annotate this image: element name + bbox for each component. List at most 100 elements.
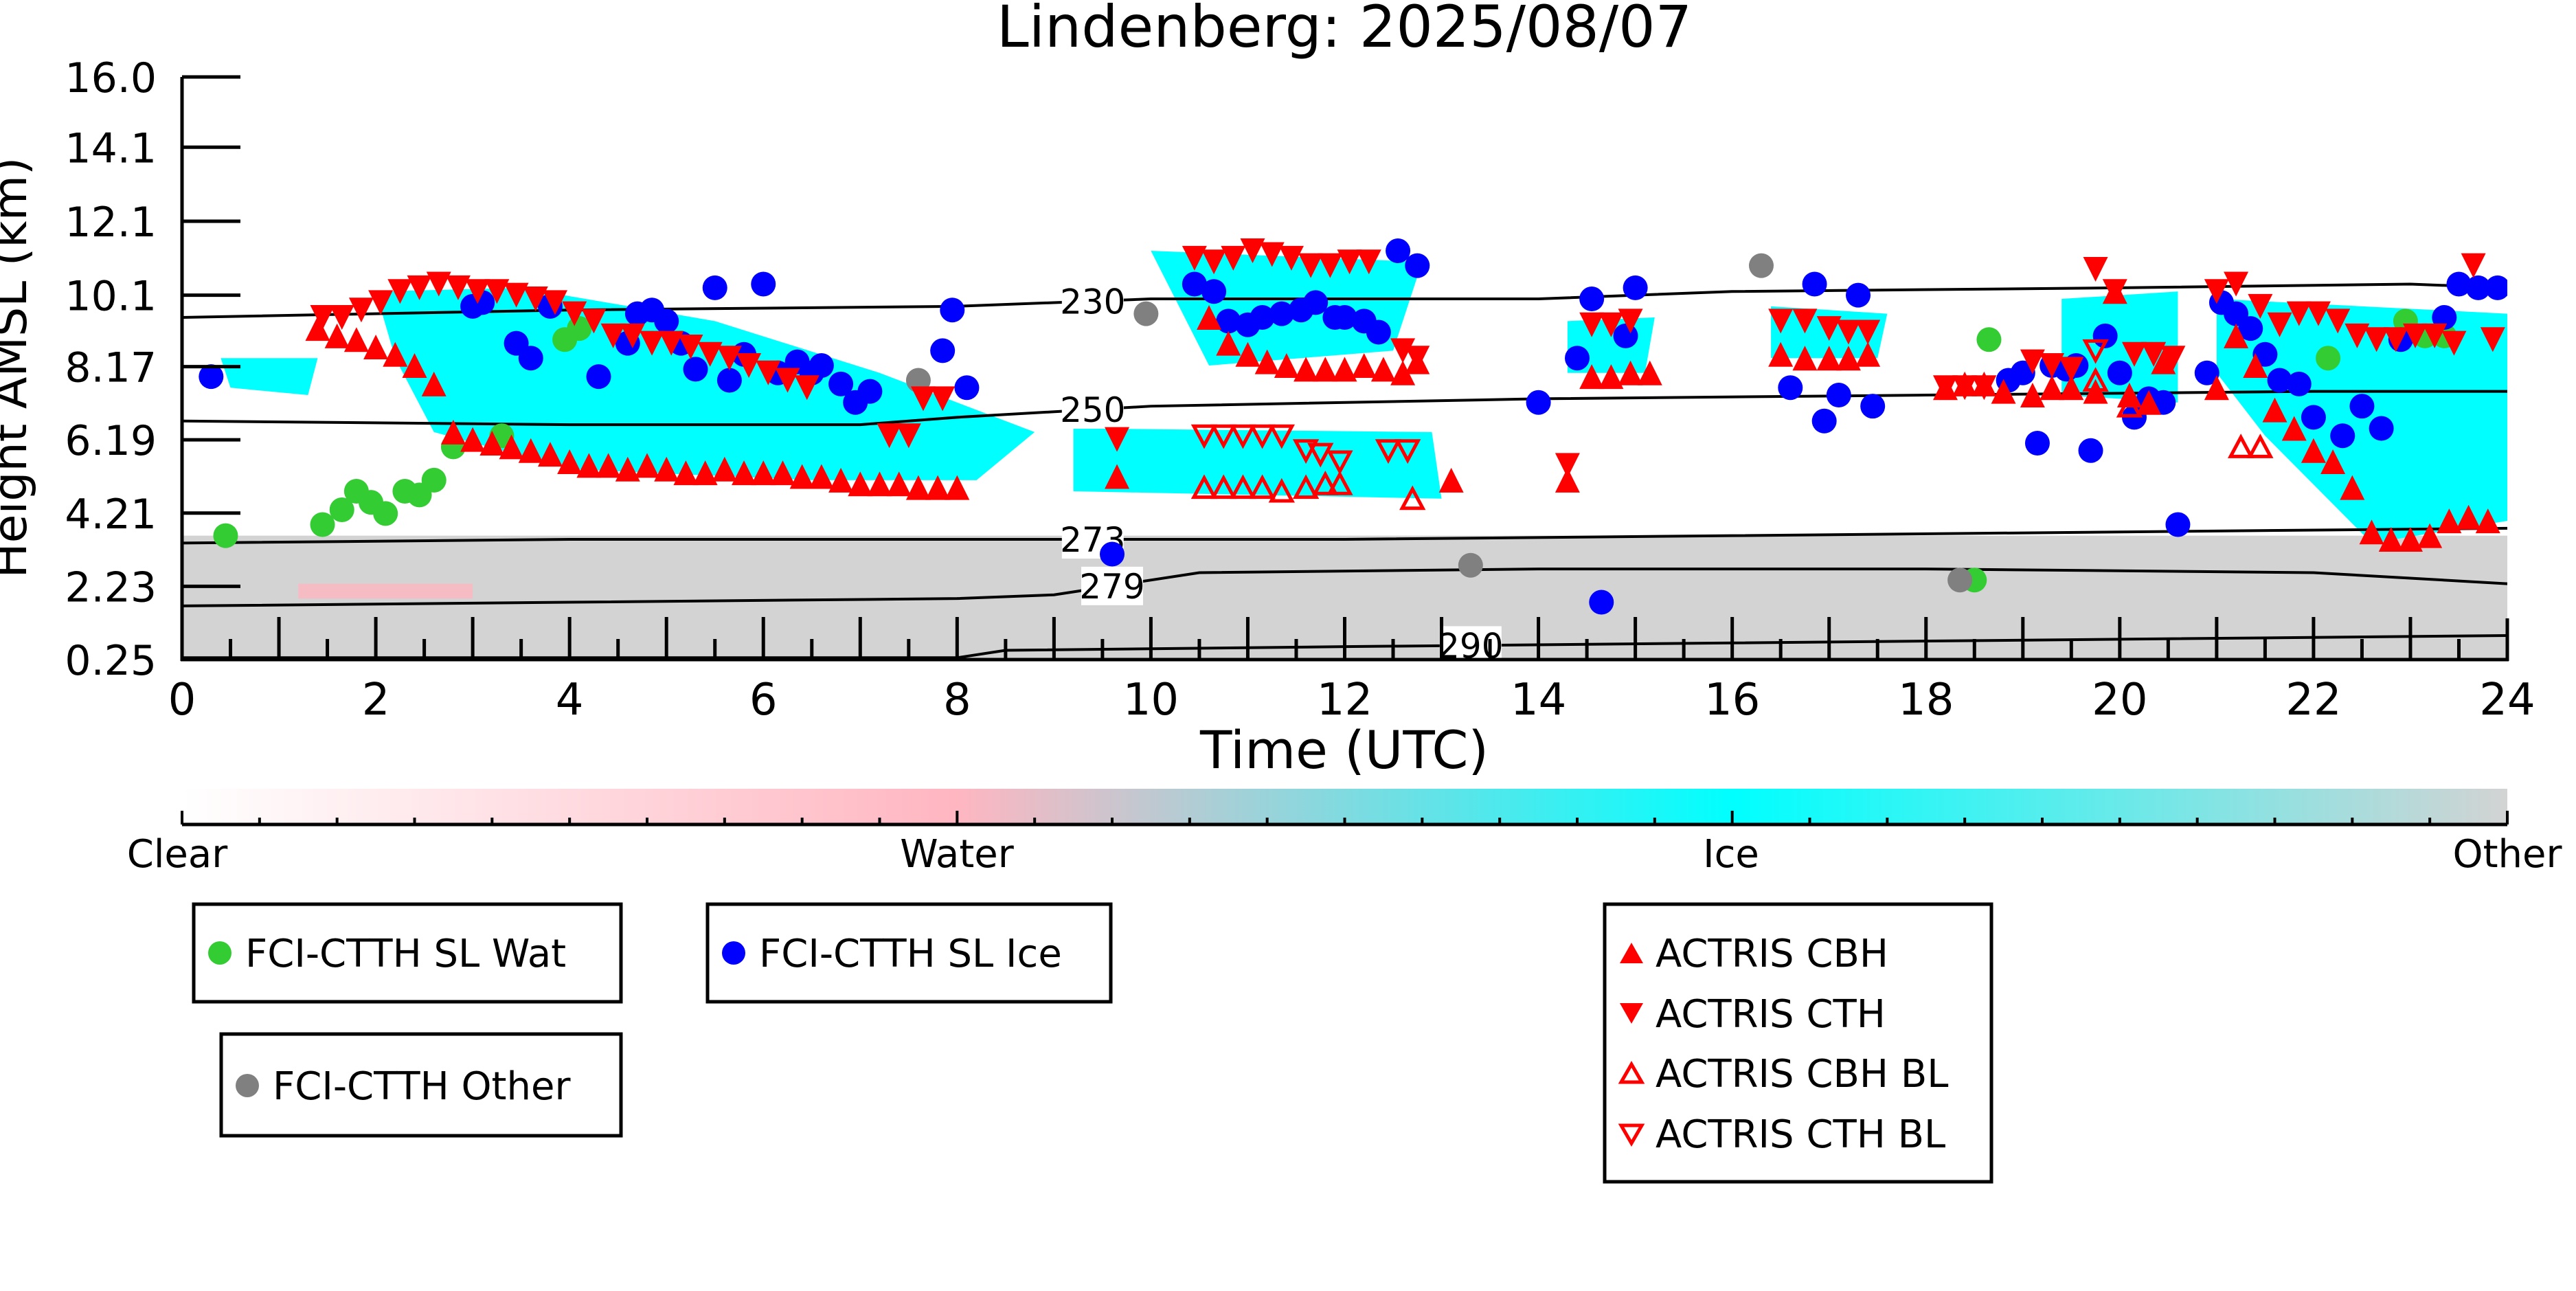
data-point — [310, 512, 335, 537]
data-point — [2325, 308, 2351, 334]
data-point — [523, 287, 548, 312]
data-point — [828, 467, 854, 493]
data-point — [828, 371, 854, 396]
data-point — [930, 386, 956, 412]
data-point — [2059, 357, 2084, 382]
data-point — [2151, 349, 2176, 374]
data-point — [2461, 253, 2486, 278]
data-point — [518, 346, 543, 371]
data-point — [1356, 249, 1381, 275]
legend-label-cth-bl: ACTRIS CTH BL — [1656, 1112, 1945, 1157]
contour-label: 279 — [1079, 567, 1144, 607]
data-point — [1778, 375, 1803, 401]
data-point — [2301, 405, 2326, 430]
data-point — [2316, 346, 2341, 371]
x-tick-label: 24 — [2479, 675, 2535, 726]
data-point — [2446, 271, 2472, 297]
data-point — [1386, 238, 1411, 264]
data-point — [1230, 474, 1256, 499]
data-point — [809, 352, 834, 378]
data-point — [794, 375, 820, 401]
data-point — [1405, 253, 1430, 278]
data-point — [775, 368, 800, 393]
legend-box-ice: FCI-CTTH SL Ice — [705, 902, 1113, 1004]
data-point — [1991, 379, 2016, 404]
data-point — [504, 282, 529, 308]
data-point — [954, 375, 980, 401]
colorbar-label-water: Water — [900, 832, 1015, 877]
data-point — [1792, 308, 1818, 334]
data-point — [1303, 290, 1329, 315]
data-point — [1313, 357, 1338, 382]
colorbar-label-clear: Clear — [127, 832, 228, 877]
data-point — [1201, 249, 1227, 275]
legend-box-actris: ACTRIS CBH ACTRIS CTH ACTRIS CBH BL ACTR… — [1603, 902, 1993, 1184]
colorbar-ticks — [181, 811, 2509, 824]
colorbar-label-ice: Ice — [1703, 832, 1759, 877]
data-point — [1318, 253, 1343, 278]
data-point — [1947, 568, 1973, 593]
x-tick-label: 20 — [2092, 675, 2147, 726]
contour-label: 230 — [1060, 282, 1125, 322]
data-point — [1240, 238, 1265, 264]
data-point — [2024, 431, 2050, 456]
x-tick-label: 14 — [1511, 675, 1566, 726]
x-tick-label: 16 — [1704, 675, 1760, 726]
data-point — [1618, 360, 1643, 385]
data-point — [2480, 327, 2505, 352]
data-point — [867, 471, 892, 497]
data-point — [2340, 475, 2365, 500]
marker-layer — [199, 238, 2507, 615]
data-point — [1201, 279, 1227, 304]
data-point — [1526, 390, 1551, 415]
data-point — [2082, 339, 2109, 364]
data-point — [1589, 590, 1614, 615]
data-point — [343, 327, 369, 352]
y-tick-label: 12.1 — [65, 199, 157, 247]
data-point — [199, 364, 224, 390]
data-point — [348, 298, 374, 323]
data-point — [2267, 368, 2292, 393]
data-point — [1846, 282, 1871, 308]
data-point — [2160, 346, 2186, 371]
data-point — [886, 471, 912, 497]
data-point — [2224, 271, 2249, 297]
data-point — [2224, 323, 2249, 348]
data-point — [1826, 383, 1851, 408]
ice-cloud-region — [1073, 428, 1442, 499]
data-point — [484, 279, 510, 304]
data-point — [1438, 467, 1464, 493]
data-point — [2136, 390, 2162, 415]
data-point — [1835, 346, 1861, 371]
data-point — [1860, 394, 1886, 419]
data-point — [2441, 330, 2467, 356]
legend-box-other: FCI-CTTH Other — [219, 1032, 623, 1138]
data-point — [654, 456, 679, 482]
data-point — [1332, 304, 1357, 330]
series-actris-cth — [310, 238, 2505, 478]
data-point — [1351, 352, 1377, 378]
data-point — [1268, 424, 1295, 449]
data-point — [1278, 245, 1304, 271]
data-point — [1216, 308, 1241, 334]
data-point — [1390, 360, 1416, 385]
data-point — [2320, 449, 2346, 474]
contour-label-bg — [1061, 282, 1124, 321]
contour-line — [182, 568, 2507, 607]
data-point — [1748, 253, 1774, 278]
legend-marker-cbh — [1620, 943, 1643, 963]
ice-cloud-region — [2061, 291, 2178, 403]
data-point — [620, 323, 645, 348]
data-point — [2059, 375, 2084, 401]
data-point — [1269, 301, 1294, 326]
legend-marker-cth-bl — [1618, 1123, 1645, 1147]
data-point — [2456, 504, 2481, 530]
data-point — [1254, 349, 1280, 374]
data-point — [1292, 474, 1320, 499]
contour-line — [182, 526, 2507, 545]
x-tick-label: 18 — [1898, 675, 1954, 726]
data-point — [2083, 256, 2108, 282]
legend-label-cbh: ACTRIS CBH — [1656, 932, 1888, 976]
data-point — [615, 456, 640, 482]
